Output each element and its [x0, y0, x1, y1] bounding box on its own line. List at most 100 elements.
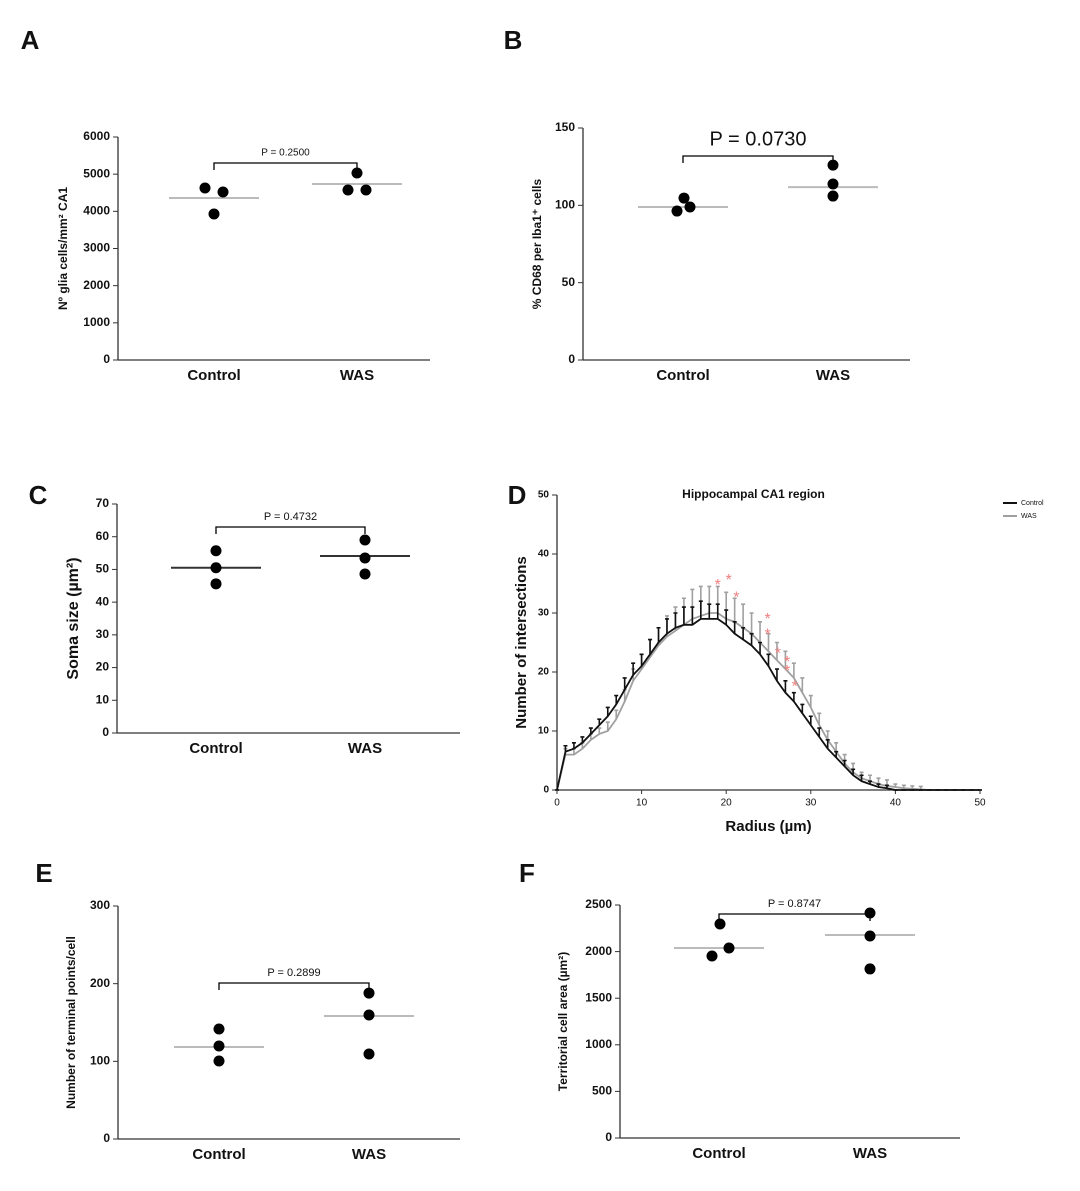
y-tick-label: 2500	[585, 897, 612, 911]
data-point	[684, 201, 696, 213]
error-bar	[622, 677, 627, 690]
panel-label: A	[21, 25, 40, 55]
x-tick-label: 40	[890, 798, 902, 809]
data-point	[827, 190, 839, 202]
data-point	[208, 208, 220, 220]
bracket	[213, 162, 358, 170]
y-axis-label: Number of terminal points/cell	[64, 936, 78, 1109]
x-tick-label: Control	[187, 367, 240, 384]
error-bar	[690, 606, 695, 625]
error-bar	[681, 606, 686, 625]
y-tick-label: 300	[90, 898, 110, 912]
error-bar	[783, 680, 788, 693]
y-tick-label: 0	[543, 785, 549, 796]
panel-label: B	[504, 25, 523, 55]
data-point	[671, 205, 683, 217]
y-tick-label: 150	[555, 120, 575, 134]
y-tick-label: 40	[96, 594, 110, 608]
significance-mark: *	[726, 572, 732, 589]
significance-mark: *	[733, 589, 739, 606]
error-bar	[749, 612, 754, 634]
error-bar	[758, 621, 763, 643]
y-axis-label: % CD68 per Iba1⁺ cells	[530, 178, 544, 309]
y-tick-label: 70	[96, 496, 110, 510]
bracket	[215, 526, 366, 534]
p-value: P = 0.2500	[261, 148, 310, 159]
data-point	[359, 568, 371, 580]
x-tick-label: 50	[974, 798, 986, 809]
bracket	[218, 982, 370, 990]
x-tick-label: Control	[656, 367, 709, 384]
error-bar	[741, 626, 746, 640]
error-bar	[800, 677, 805, 693]
error-bar	[783, 650, 788, 670]
y-tick-label: 10	[96, 692, 110, 706]
data-point	[864, 963, 876, 975]
y-tick-label: 30	[96, 627, 110, 641]
error-bar	[648, 638, 653, 655]
error-bar	[774, 668, 779, 681]
y-axis-label: Soma size (µm²)	[65, 557, 82, 679]
error-bar	[563, 744, 568, 752]
y-axis-label: Nº glia cells/mm² CA1	[56, 187, 70, 310]
error-bar	[868, 774, 873, 782]
legend-label: Control	[1021, 500, 1044, 507]
significance-mark: *	[792, 678, 798, 695]
data-point	[363, 987, 375, 999]
bracket	[682, 155, 834, 163]
p-value: P = 0.0730	[710, 128, 807, 150]
y-tick-label: 2000	[83, 278, 110, 292]
x-tick-label: 10	[636, 798, 648, 809]
y-tick-label: 100	[90, 1054, 110, 1068]
series-line	[556, 612, 980, 791]
error-bar	[656, 626, 661, 643]
data-point	[864, 930, 876, 942]
y-tick-label: 6000	[83, 129, 110, 143]
error-bar	[715, 603, 720, 619]
y-tick-label: 200	[90, 976, 110, 990]
y-axis-label: Territorial cell area (µm²)	[556, 952, 570, 1091]
error-bar	[732, 597, 737, 622]
data-point	[723, 942, 735, 954]
error-bar	[732, 621, 737, 634]
series-line	[556, 618, 980, 791]
y-tick-label: 20	[96, 660, 110, 674]
error-bar	[766, 653, 771, 667]
panel-label: F	[519, 858, 535, 888]
data-point	[210, 562, 222, 574]
y-tick-label: 1500	[585, 990, 612, 1004]
error-bar	[673, 612, 678, 628]
panel-label: E	[35, 858, 52, 888]
error-bar	[774, 641, 779, 661]
data-point	[678, 192, 690, 204]
y-tick-label: 40	[538, 549, 550, 560]
error-bar	[707, 603, 712, 619]
y-tick-label: 30	[538, 608, 550, 619]
x-tick-label: WAS	[853, 1145, 887, 1162]
error-bar	[639, 653, 644, 667]
y-tick-label: 0	[102, 725, 109, 739]
x-tick-label: WAS	[352, 1146, 386, 1163]
p-value: P = 0.2899	[267, 967, 320, 979]
data-point	[199, 182, 211, 194]
data-point	[363, 1048, 375, 1060]
y-tick-label: 5000	[83, 166, 110, 180]
x-tick-label: 0	[554, 798, 560, 809]
y-tick-label: 0	[103, 1131, 110, 1145]
error-bar	[698, 600, 703, 619]
data-point	[864, 907, 876, 919]
data-point	[213, 1040, 225, 1052]
error-bar	[664, 618, 669, 634]
x-tick-label: WAS	[816, 367, 850, 384]
p-value: P = 0.4732	[264, 511, 317, 523]
bracket	[718, 913, 871, 921]
data-point	[210, 578, 222, 590]
x-tick-label: Control	[192, 1146, 245, 1163]
panel-label: D	[508, 480, 527, 510]
y-tick-label: 4000	[83, 204, 110, 218]
y-tick-label: 1000	[83, 315, 110, 329]
significance-mark: *	[775, 645, 781, 662]
error-bar	[791, 662, 796, 678]
data-point	[210, 545, 222, 557]
